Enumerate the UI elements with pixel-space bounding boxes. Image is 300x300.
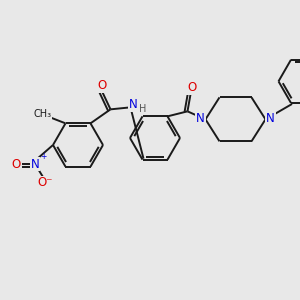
Text: H: H	[140, 104, 147, 114]
Text: N: N	[31, 158, 39, 170]
Text: N: N	[196, 112, 205, 125]
Text: CH₃: CH₃	[33, 109, 52, 119]
Text: O: O	[187, 81, 196, 94]
Text: O⁻: O⁻	[37, 176, 53, 190]
Text: +: +	[40, 152, 46, 161]
Text: O: O	[97, 79, 106, 92]
Text: O: O	[11, 158, 21, 170]
Text: N: N	[266, 112, 275, 125]
Text: N: N	[129, 98, 138, 111]
